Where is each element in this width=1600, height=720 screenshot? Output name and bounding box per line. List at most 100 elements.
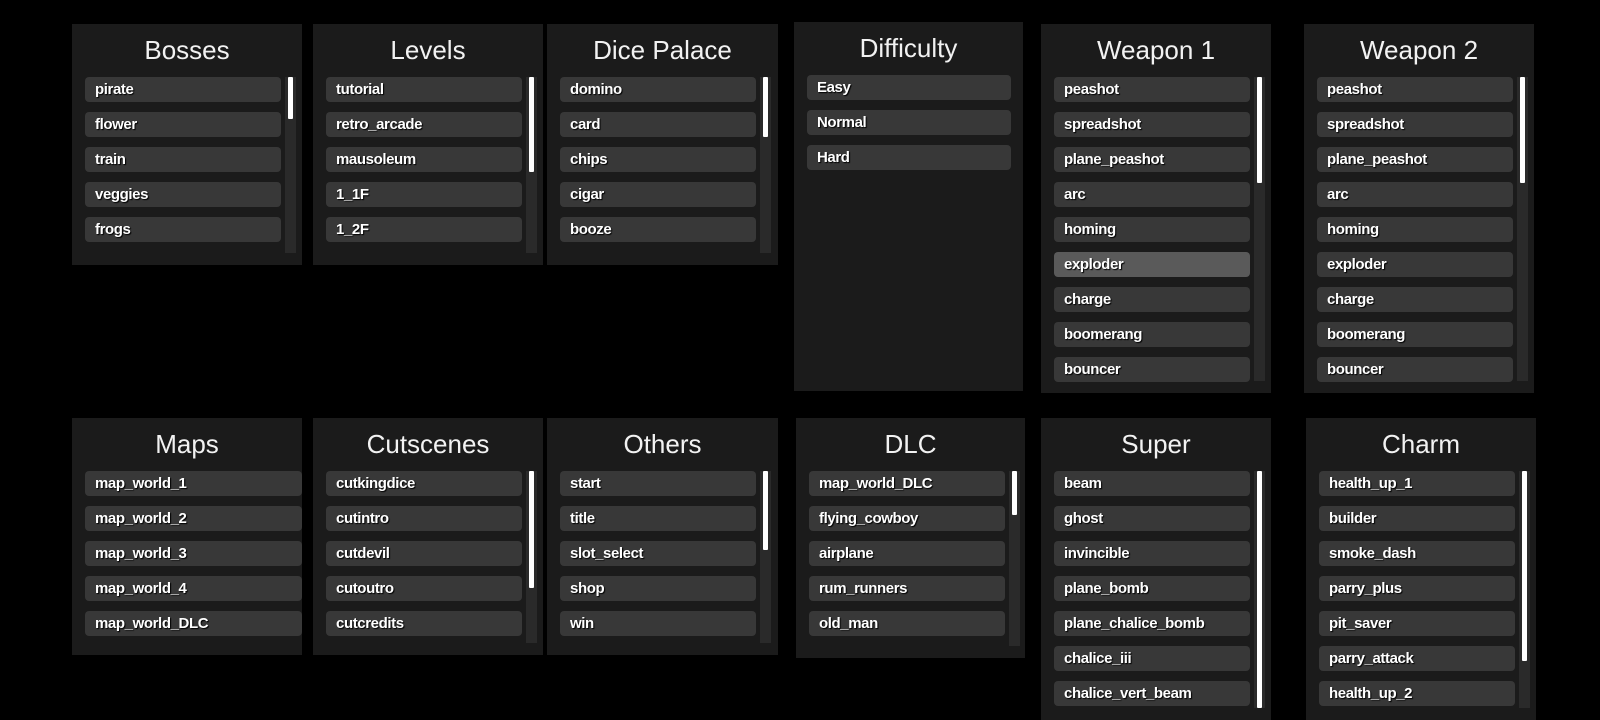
list-item[interactable]: map_world_2 bbox=[85, 506, 302, 531]
list-item[interactable]: charge bbox=[1054, 287, 1250, 312]
list-item[interactable]: map_world_DLC bbox=[85, 611, 302, 636]
list-item[interactable]: chalice_vert_beam bbox=[1054, 681, 1250, 706]
scrollbar-thumb[interactable] bbox=[763, 77, 768, 137]
list-item[interactable]: charge bbox=[1317, 287, 1513, 312]
list-item[interactable]: cutcredits bbox=[326, 611, 522, 636]
list-item[interactable]: retro_arcade bbox=[326, 112, 522, 137]
list-item[interactable]: parry_plus bbox=[1319, 576, 1515, 601]
list-item[interactable]: slot_select bbox=[560, 541, 756, 566]
list-item[interactable]: 1_2F bbox=[326, 217, 522, 242]
list-item[interactable]: bouncer bbox=[1317, 357, 1513, 382]
list-item[interactable]: plane_chalice_bomb bbox=[1054, 611, 1250, 636]
list-item[interactable]: flower bbox=[85, 112, 281, 137]
list-item[interactable]: train bbox=[85, 147, 281, 172]
list-item[interactable]: homing bbox=[1317, 217, 1513, 242]
scrollbar[interactable] bbox=[285, 77, 296, 253]
panel-weapon-2: Weapon 2 peashot spreadshot plane_peashot ar… bbox=[1304, 24, 1534, 393]
list-item[interactable]: mausoleum bbox=[326, 147, 522, 172]
panel-dice-palace: Dice Palace domino card chips cigar booze bbox=[547, 24, 778, 265]
list-item[interactable]: builder bbox=[1319, 506, 1515, 531]
scrollbar-thumb[interactable] bbox=[288, 77, 293, 120]
scrollbar-thumb[interactable] bbox=[1520, 77, 1525, 184]
list-item[interactable]: peashot bbox=[1054, 77, 1250, 102]
list-item[interactable]: spreadshot bbox=[1054, 112, 1250, 137]
list-item[interactable]: homing bbox=[1054, 217, 1250, 242]
list-item[interactable]: domino bbox=[560, 77, 756, 102]
list-item[interactable]: cigar bbox=[560, 182, 756, 207]
list-item[interactable]: parry_attack bbox=[1319, 646, 1515, 671]
scrollbar[interactable] bbox=[1517, 77, 1528, 381]
list-item[interactable]: plane_bomb bbox=[1054, 576, 1250, 601]
panel-dlc: DLC map_world_DLC flying_cowboy airplane rum… bbox=[796, 418, 1025, 658]
list-item[interactable]: plane_peashot bbox=[1054, 147, 1250, 172]
list-item[interactable]: shop bbox=[560, 576, 756, 601]
scrollbar[interactable] bbox=[526, 77, 537, 253]
list-item[interactable]: frogs bbox=[85, 217, 281, 242]
panel-super: Super beam ghost invincible plane_bomb plane_… bbox=[1041, 418, 1271, 720]
list-item[interactable]: flying_cowboy bbox=[809, 506, 1005, 531]
list-item[interactable]: old_man bbox=[809, 611, 1005, 636]
scrollbar-thumb[interactable] bbox=[529, 471, 534, 588]
list-item[interactable]: cutoutro bbox=[326, 576, 522, 601]
list-item[interactable]: cutintro bbox=[326, 506, 522, 531]
scrollbar-thumb[interactable] bbox=[1257, 471, 1262, 708]
list-item[interactable]: spreadshot bbox=[1317, 112, 1513, 137]
list-item[interactable]: chips bbox=[560, 147, 756, 172]
scrollbar-thumb[interactable] bbox=[529, 77, 534, 173]
list-item[interactable]: rum_runners bbox=[809, 576, 1005, 601]
panel-list: map_world_1 map_world_2 map_world_3 map_wor… bbox=[85, 471, 302, 655]
list-item[interactable]: bouncer bbox=[1054, 357, 1250, 382]
list-item[interactable]: title bbox=[560, 506, 756, 531]
scrollbar[interactable] bbox=[1519, 471, 1530, 708]
list-item[interactable]: tutorial bbox=[326, 77, 522, 102]
scrollbar[interactable] bbox=[1009, 471, 1020, 646]
list-item[interactable]: win bbox=[560, 611, 756, 636]
list-item[interactable]: chalice_iii bbox=[1054, 646, 1250, 671]
list-item[interactable]: Easy bbox=[807, 75, 1011, 100]
scrollbar[interactable] bbox=[526, 471, 537, 643]
list-item[interactable]: exploder bbox=[1317, 252, 1513, 277]
list-item[interactable]: health_up_2 bbox=[1319, 681, 1515, 706]
panel-title: Difficulty bbox=[859, 33, 958, 63]
list-item[interactable]: Normal bbox=[807, 110, 1011, 135]
list-item[interactable]: map_world_DLC bbox=[809, 471, 1005, 496]
list-item[interactable]: smoke_dash bbox=[1319, 541, 1515, 566]
list-item[interactable]: health_up_1 bbox=[1319, 471, 1515, 496]
list-item[interactable]: arc bbox=[1317, 182, 1513, 207]
list-item[interactable]: cutkingdice bbox=[326, 471, 522, 496]
scrollbar[interactable] bbox=[760, 77, 771, 253]
list-item[interactable]: pit_saver bbox=[1319, 611, 1515, 636]
scrollbar[interactable] bbox=[760, 471, 771, 643]
list-item[interactable]: veggies bbox=[85, 182, 281, 207]
scrollbar-thumb[interactable] bbox=[1522, 471, 1527, 661]
list-item[interactable]: map_world_4 bbox=[85, 576, 302, 601]
list-item[interactable]: pirate bbox=[85, 77, 281, 102]
list-item[interactable]: invincible bbox=[1054, 541, 1250, 566]
list-item[interactable]: 1_1F bbox=[326, 182, 522, 207]
list-item[interactable]: arc bbox=[1054, 182, 1250, 207]
scrollbar[interactable] bbox=[1254, 77, 1265, 381]
list-item[interactable]: plane_peashot bbox=[1317, 147, 1513, 172]
list-item[interactable]: airplane bbox=[809, 541, 1005, 566]
list-item[interactable]: beam bbox=[1054, 471, 1250, 496]
list-item[interactable]: boomerang bbox=[1054, 322, 1250, 347]
list-item[interactable]: map_world_3 bbox=[85, 541, 302, 566]
list-item[interactable]: peashot bbox=[1317, 77, 1513, 102]
scrollbar-thumb[interactable] bbox=[763, 471, 768, 551]
scrollbar-thumb[interactable] bbox=[1257, 77, 1262, 184]
scrollbar-thumb[interactable] bbox=[1012, 471, 1017, 515]
list-item[interactable]: boomerang bbox=[1317, 322, 1513, 347]
panel-title: Weapon 1 bbox=[1096, 35, 1216, 65]
list-item[interactable]: exploder bbox=[1054, 252, 1250, 277]
list-item[interactable]: start bbox=[560, 471, 756, 496]
list-item[interactable]: card bbox=[560, 112, 756, 137]
list-item[interactable]: cutdevil bbox=[326, 541, 522, 566]
list-item[interactable]: booze bbox=[560, 217, 756, 242]
scrollbar[interactable] bbox=[1254, 471, 1265, 708]
list-item[interactable]: ghost bbox=[1054, 506, 1250, 531]
list-item[interactable]: map_world_1 bbox=[85, 471, 302, 496]
list-item[interactable]: Hard bbox=[807, 145, 1011, 170]
panel-title: Charm bbox=[1381, 429, 1460, 459]
